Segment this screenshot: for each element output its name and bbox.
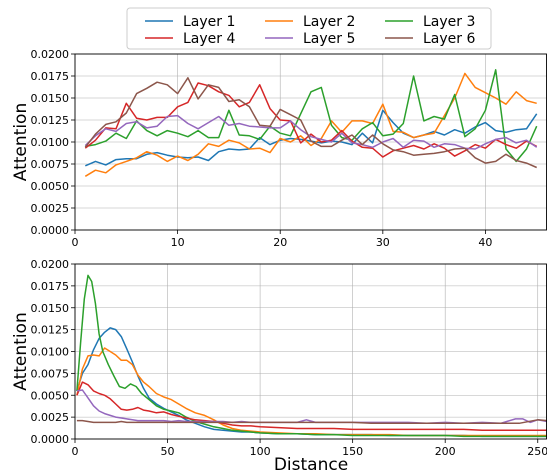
x-tick-label: 150 — [342, 445, 363, 458]
y-tick-label: 0.0150 — [31, 302, 70, 315]
top-attention-plot: 0.0000 0.0025 0.0050 0.0075 0.0100 0.0125 0.01… — [11, 48, 547, 249]
series-line-layer-2 — [84, 72, 537, 177]
legend: Layer 1 Layer 2 Layer 3 Layer 4 Layer 5 Layer… — [126, 7, 492, 50]
y-tick-label: 0.0025 — [31, 411, 70, 424]
legend-label: Layer 3 — [423, 14, 475, 30]
series-line-layer-5 — [84, 114, 538, 150]
series-line-layer-4 — [84, 82, 538, 158]
series-line-layer-6 — [84, 77, 537, 169]
legend-label: Layer 6 — [423, 31, 475, 47]
y-tick-label: 0.0050 — [31, 180, 70, 193]
bottom-attention-plot: 0.0000 0.0025 0.0050 0.0075 0.0100 0.0125 0.01… — [11, 258, 547, 471]
y-tick-label: 0.0025 — [31, 202, 70, 215]
x-tick-label: 0 — [72, 236, 79, 249]
y-tick-label: 0.0100 — [31, 136, 70, 149]
series-line-layer-6 — [76, 419, 547, 425]
y-tick-label: 0.0175 — [31, 70, 70, 83]
x-tick-label: 250 — [527, 445, 547, 458]
series-group — [84, 69, 538, 177]
x-tick-label: 40 — [478, 236, 492, 249]
y-tick-label: 0.0150 — [31, 92, 70, 105]
legend-label: Layer 1 — [183, 14, 235, 30]
x-tick-label: 10 — [171, 236, 185, 249]
y-tick-label: 0.0000 — [31, 433, 70, 446]
y-axis-title: Attention — [11, 312, 31, 390]
y-axis-title: Attention — [11, 103, 31, 181]
series-line-layer-3 — [85, 69, 538, 163]
legend-label: Layer 4 — [183, 31, 235, 47]
y-tick-label: 0.0000 — [31, 224, 70, 237]
y-tick-label: 0.0075 — [31, 367, 70, 380]
series-group — [76, 274, 547, 438]
x-tick-label: 50 — [161, 445, 175, 458]
legend-label: Layer 2 — [303, 14, 355, 30]
x-axis-title: Distance — [274, 455, 348, 471]
y-tick-label: 0.0125 — [31, 114, 70, 127]
y-tick-label: 0.0200 — [31, 48, 70, 61]
y-tick-label: 0.0050 — [31, 389, 70, 402]
y-tick-label: 0.0175 — [31, 280, 70, 293]
y-tick-label: 0.0075 — [31, 158, 70, 171]
x-tick-label: 200 — [435, 445, 456, 458]
x-tick-label: 30 — [376, 236, 390, 249]
series-line-layer-3 — [76, 274, 547, 438]
y-tick-label: 0.0200 — [31, 258, 70, 271]
x-tick-label: 0 — [72, 445, 79, 458]
y-tick-label: 0.0100 — [31, 346, 70, 359]
x-tick-label: 20 — [273, 236, 287, 249]
legend-label: Layer 5 — [303, 31, 355, 47]
y-tick-label: 0.0125 — [31, 324, 70, 337]
x-tick-label: 100 — [250, 445, 271, 458]
